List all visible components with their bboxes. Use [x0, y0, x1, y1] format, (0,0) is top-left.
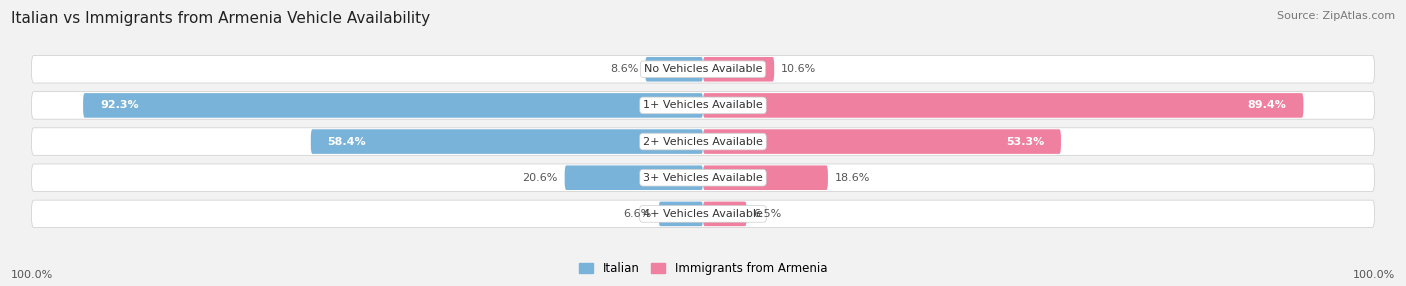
Text: Source: ZipAtlas.com: Source: ZipAtlas.com — [1277, 11, 1395, 21]
FancyBboxPatch shape — [703, 129, 1062, 154]
Text: 20.6%: 20.6% — [523, 173, 558, 183]
FancyBboxPatch shape — [703, 93, 1303, 118]
FancyBboxPatch shape — [31, 200, 1375, 228]
Text: 89.4%: 89.4% — [1247, 100, 1286, 110]
Text: 8.6%: 8.6% — [610, 64, 638, 74]
FancyBboxPatch shape — [658, 202, 703, 226]
Text: 58.4%: 58.4% — [328, 137, 366, 146]
Text: No Vehicles Available: No Vehicles Available — [644, 64, 762, 74]
Text: 6.5%: 6.5% — [754, 209, 782, 219]
Text: 92.3%: 92.3% — [100, 100, 139, 110]
FancyBboxPatch shape — [311, 129, 703, 154]
Text: 1+ Vehicles Available: 1+ Vehicles Available — [643, 100, 763, 110]
Text: 18.6%: 18.6% — [835, 173, 870, 183]
FancyBboxPatch shape — [703, 202, 747, 226]
FancyBboxPatch shape — [31, 128, 1375, 155]
FancyBboxPatch shape — [31, 55, 1375, 83]
Text: 53.3%: 53.3% — [1005, 137, 1045, 146]
Text: 3+ Vehicles Available: 3+ Vehicles Available — [643, 173, 763, 183]
Legend: Italian, Immigrants from Armenia: Italian, Immigrants from Armenia — [574, 258, 832, 280]
FancyBboxPatch shape — [31, 92, 1375, 119]
Text: 100.0%: 100.0% — [11, 270, 53, 280]
Text: 2+ Vehicles Available: 2+ Vehicles Available — [643, 137, 763, 146]
FancyBboxPatch shape — [31, 164, 1375, 191]
Text: 10.6%: 10.6% — [780, 64, 815, 74]
FancyBboxPatch shape — [83, 93, 703, 118]
FancyBboxPatch shape — [703, 165, 828, 190]
FancyBboxPatch shape — [703, 57, 775, 82]
FancyBboxPatch shape — [645, 57, 703, 82]
Text: 4+ Vehicles Available: 4+ Vehicles Available — [643, 209, 763, 219]
Text: 100.0%: 100.0% — [1353, 270, 1395, 280]
FancyBboxPatch shape — [565, 165, 703, 190]
Text: 6.6%: 6.6% — [624, 209, 652, 219]
Text: Italian vs Immigrants from Armenia Vehicle Availability: Italian vs Immigrants from Armenia Vehic… — [11, 11, 430, 26]
